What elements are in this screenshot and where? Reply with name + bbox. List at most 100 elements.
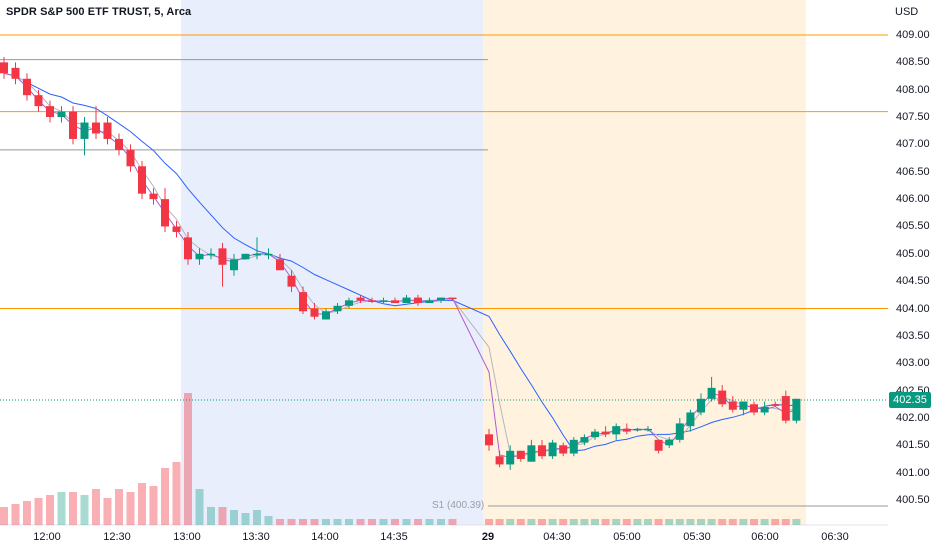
volume-bar	[601, 519, 610, 525]
candle-body	[391, 300, 399, 304]
volume-bar	[103, 498, 112, 525]
price-tick-label: 407.50	[896, 111, 930, 124]
volume-bar	[527, 519, 536, 525]
candle-body	[697, 398, 705, 413]
time-tick-label: 13:00	[173, 531, 201, 543]
candle-body	[92, 122, 100, 134]
price-tick-label: 404.50	[896, 275, 930, 288]
volume-bar	[368, 519, 376, 525]
horizontal-levels	[0, 34, 888, 507]
volume-bar	[760, 519, 769, 525]
volume-bar	[115, 489, 123, 525]
candle-body	[425, 300, 434, 304]
price-tick-label: 406.00	[896, 193, 930, 206]
candle-body	[718, 390, 727, 405]
candle-body	[264, 253, 273, 256]
volume-bar	[287, 519, 296, 525]
volume-bar	[46, 495, 54, 525]
volume-bar	[697, 519, 705, 525]
candle-body	[195, 253, 204, 260]
volume-bar	[718, 519, 727, 525]
volume-bar	[230, 510, 238, 525]
volume-bar	[414, 519, 422, 525]
volume-bar	[207, 507, 215, 525]
volume-bar	[612, 519, 621, 525]
candle-body	[527, 445, 536, 462]
candle-body	[548, 442, 557, 457]
candle-body	[310, 308, 319, 317]
volume-bar	[686, 519, 695, 525]
candle-body	[580, 437, 589, 443]
candle-body	[207, 253, 215, 256]
price-tick-label: 405.50	[896, 220, 930, 233]
price-tick-label: 408.50	[896, 56, 930, 69]
volume-bar	[391, 519, 399, 525]
candle-body	[760, 407, 769, 413]
price-tick-label: 401.00	[896, 466, 930, 479]
volume-bar	[69, 492, 77, 525]
candle-body	[686, 412, 695, 427]
candle-body	[23, 78, 31, 96]
pivot-s1-label: S1 (400.39)	[432, 500, 485, 511]
price-tick-label: 401.50	[896, 439, 930, 452]
time-tick-label: 05:30	[683, 531, 711, 543]
volume-bar	[739, 519, 748, 525]
candle-body	[644, 428, 652, 431]
candle-body	[0, 62, 8, 74]
volume-bar	[333, 519, 342, 525]
price-tick-label: 404.00	[896, 302, 930, 315]
volume-bar	[276, 519, 284, 525]
candle-body	[781, 396, 790, 421]
volume-bar	[548, 519, 557, 525]
candle-body	[622, 428, 631, 432]
price-tick-label: 406.50	[896, 165, 930, 178]
volume-bar	[495, 519, 504, 525]
volume-bar	[402, 519, 411, 525]
volume-bar	[23, 501, 31, 525]
volume-bar	[264, 516, 273, 525]
candle-body	[115, 138, 123, 150]
volume-bar	[126, 492, 135, 525]
volume-bar	[172, 462, 181, 525]
price-tick-label: 409.00	[896, 29, 930, 41]
time-tick-label: 04:30	[543, 531, 571, 543]
volume-bar	[299, 519, 307, 525]
volume-bar	[57, 492, 66, 525]
candle-body	[633, 428, 642, 431]
candle-body	[46, 106, 54, 118]
volume-bar	[569, 519, 578, 525]
volume-bar	[750, 519, 758, 525]
candle-body	[345, 300, 353, 306]
candle-body	[448, 297, 457, 300]
currency-label: USD	[895, 6, 919, 18]
session-bg-orange	[483, 0, 806, 525]
time-tick-label: 06:30	[821, 531, 849, 543]
candle-body	[654, 439, 663, 451]
volume-bar	[644, 519, 652, 525]
volume-bar	[379, 519, 388, 525]
candle-body	[276, 259, 284, 271]
candle-body	[138, 166, 146, 194]
volume-bar	[253, 510, 261, 525]
time-tick-label: 14:35	[380, 531, 408, 543]
time-tick-label: 06:00	[751, 531, 779, 543]
candle-body	[230, 259, 238, 271]
session-background	[0, 0, 888, 526]
candle-body	[675, 423, 684, 440]
candlesticks	[0, 56, 801, 470]
candle-body	[253, 253, 261, 256]
candle-body	[437, 297, 445, 301]
candle-body	[506, 450, 515, 465]
volume-bar	[559, 519, 568, 525]
candle-body	[750, 404, 758, 413]
candle-body	[379, 300, 388, 302]
candle-body	[172, 226, 181, 232]
time-tick-label: 12:30	[103, 531, 131, 543]
moving-averages	[3, 72, 797, 459]
candle-body	[11, 67, 20, 79]
candle-body	[57, 111, 66, 118]
candle-body	[771, 404, 780, 406]
candle-body	[287, 275, 296, 287]
volume-bar	[138, 483, 146, 525]
